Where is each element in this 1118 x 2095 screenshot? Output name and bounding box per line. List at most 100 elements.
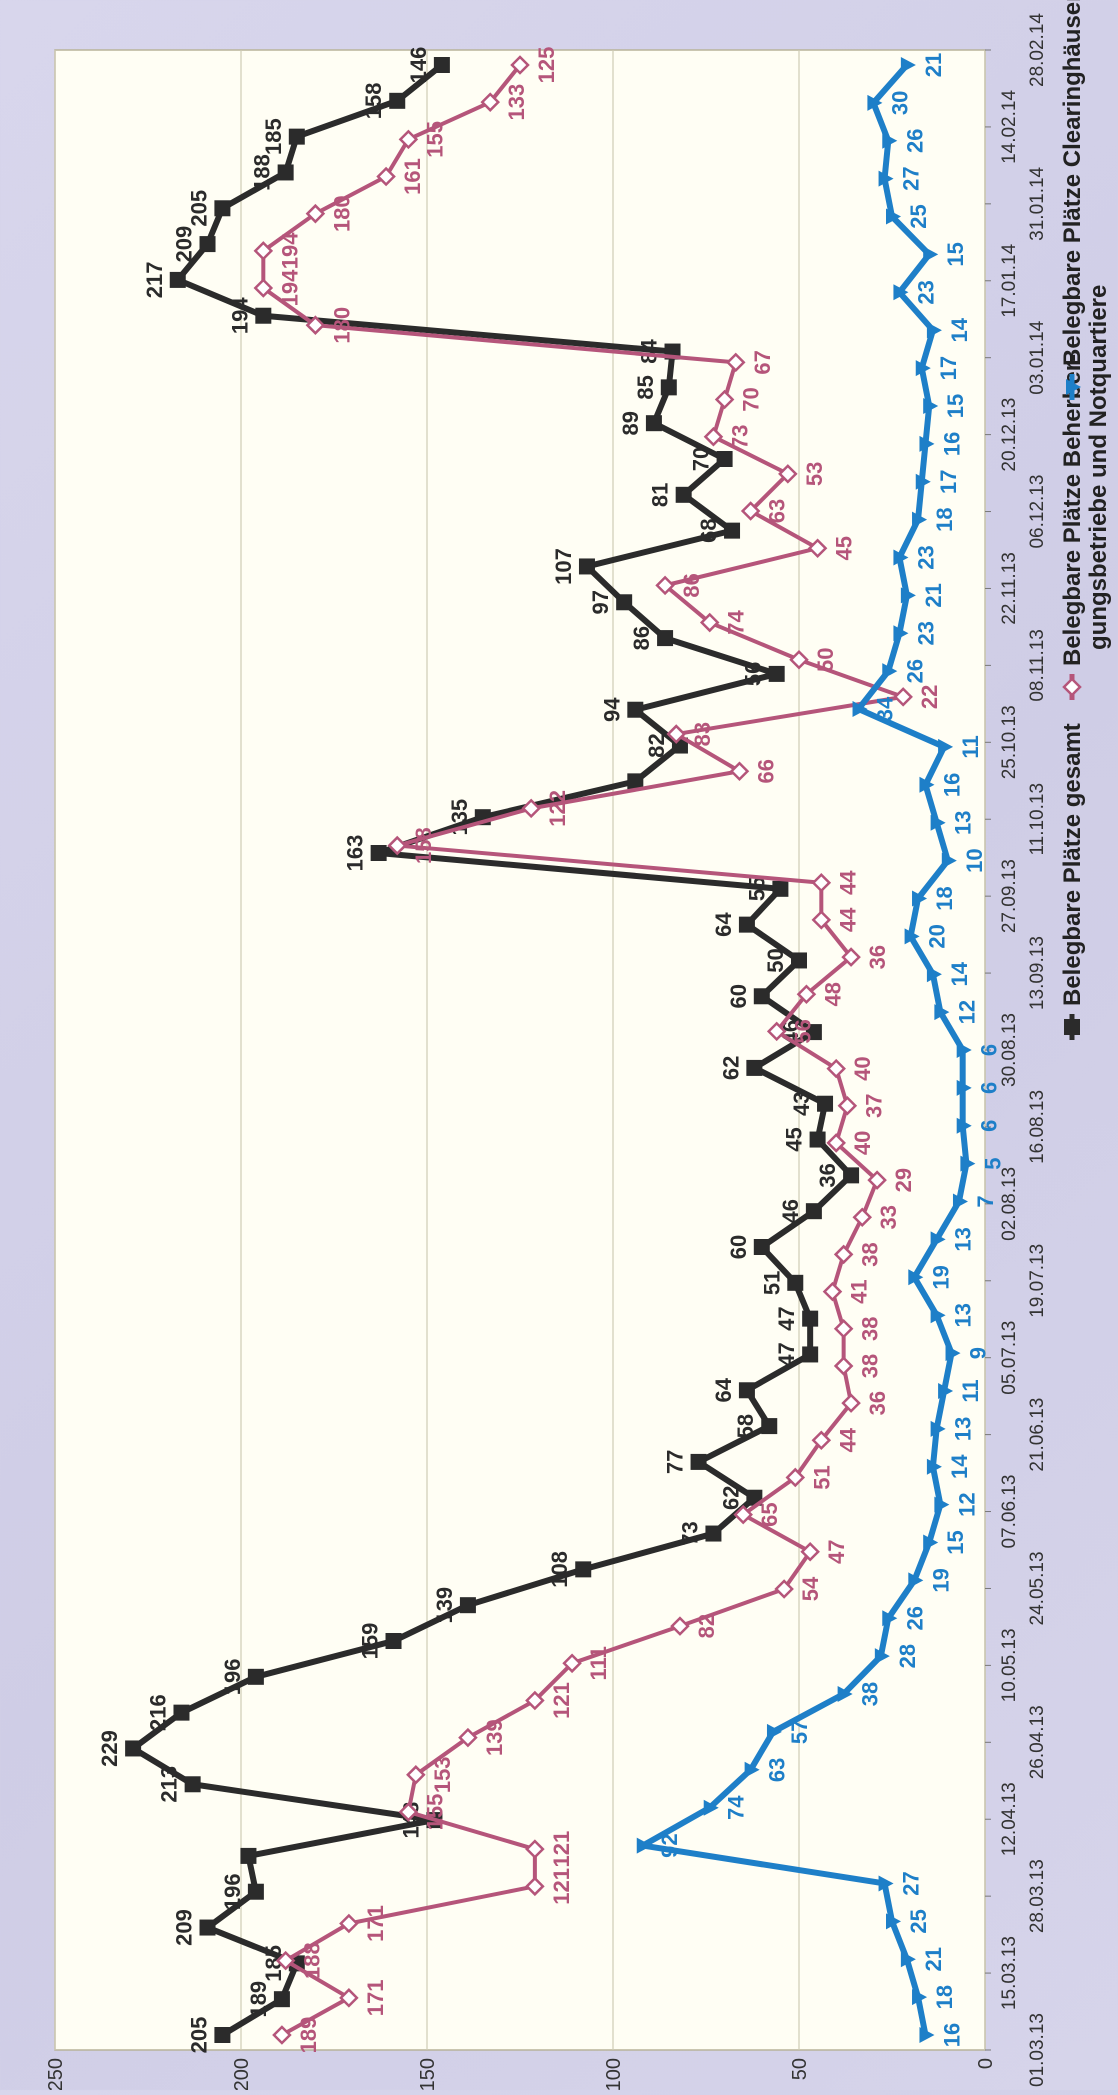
marker-diamond [800, 1542, 820, 1562]
marker-square [805, 1203, 822, 1220]
marker-triangle [744, 1761, 760, 1778]
data-label: 194 [277, 269, 302, 306]
data-label: 14 [947, 1454, 972, 1479]
marker-diamond [480, 92, 501, 112]
data-label: 196 [220, 1658, 245, 1695]
marker-square [768, 665, 785, 682]
marker-square [247, 1883, 264, 1900]
data-label: 86 [629, 626, 654, 650]
marker-triangle [960, 1155, 976, 1172]
data-label: 60 [726, 984, 751, 1008]
marker-triangle [919, 776, 935, 793]
x-tick-label: 21.06.13 [1027, 1398, 1048, 1472]
marker-diamond [807, 538, 828, 558]
marker-diamond [867, 1170, 887, 1190]
marker-diamond [525, 1690, 545, 1711]
data-label: 13 [951, 1417, 976, 1441]
data-label: 6 [977, 1120, 1002, 1132]
marker-diamond [837, 1095, 858, 1116]
data-label: 188 [300, 1942, 325, 1979]
data-label: 153 [430, 1756, 455, 1793]
marker-triangle [766, 1723, 782, 1740]
x-tick-label: 28.03.13 [1027, 1859, 1048, 1933]
data-label: 86 [679, 573, 704, 597]
data-label: 56 [791, 1019, 816, 1043]
marker-diamond [525, 1876, 545, 1897]
x-tick-label: 07.06.13 [999, 1475, 1020, 1549]
marker-diamond [733, 1504, 753, 1525]
marker-triangle [919, 435, 935, 452]
y-tick-label: 0 [975, 2058, 997, 2069]
data-label: 44 [835, 870, 860, 895]
data-label: 189 [246, 1981, 271, 2018]
data-label: 146 [406, 47, 431, 84]
data-label: 50 [763, 948, 788, 972]
data-label: 196 [220, 1873, 245, 1910]
data-label: 18 [932, 507, 957, 531]
marker-square [753, 988, 770, 1005]
data-label: 38 [858, 1242, 883, 1266]
data-label: 58 [733, 1414, 758, 1438]
y-tick-label: 100 [603, 2058, 625, 2090]
marker-square [657, 630, 674, 647]
data-label: 121 [549, 1868, 574, 1905]
marker-triangle [837, 1686, 853, 1703]
marker-square [199, 1919, 216, 1936]
marker-triangle [882, 663, 898, 680]
marker-diamond [253, 278, 274, 298]
y-tick-label: 50 [789, 2058, 811, 2080]
marker-diamond [833, 1319, 854, 1339]
marker-diamond [305, 203, 326, 224]
data-label: 205 [186, 190, 211, 227]
marker-diamond [387, 835, 408, 856]
data-label: 16 [939, 2023, 964, 2047]
data-label: 216 [145, 1694, 170, 1731]
marker-square [578, 558, 595, 575]
marker-square [459, 1597, 476, 1614]
series-clearing: 1618212527927463573828261915121413119131… [636, 53, 1005, 2047]
marker-triangle [900, 57, 916, 73]
data-label: 12 [954, 1492, 979, 1516]
data-label: 17 [936, 356, 961, 380]
data-label: 36 [865, 945, 890, 969]
data-label: 26 [902, 129, 927, 153]
data-label: 121 [549, 1831, 574, 1868]
marker-diamond [811, 1430, 832, 1451]
marker-triangle [930, 1420, 946, 1437]
x-tick-label: 02.08.13 [999, 1167, 1020, 1241]
marker-diamond [670, 1616, 690, 1636]
data-label: 81 [648, 483, 673, 507]
data-label: 205 [186, 2017, 211, 2054]
data-label: 107 [551, 548, 576, 585]
marker-square [690, 1453, 707, 1470]
data-label: 94 [599, 697, 624, 722]
data-label: 21 [921, 583, 946, 607]
x-tick-label: 19.07.13 [1027, 1244, 1048, 1318]
marker-triangle [938, 738, 954, 755]
data-label: 213 [157, 1766, 182, 1803]
marker-diamond [521, 798, 541, 819]
marker-triangle [915, 360, 931, 377]
data-label: 38 [858, 1682, 883, 1706]
data-label: 55 [744, 877, 769, 901]
y-tick-label: 250 [45, 2058, 67, 2090]
marker-triangle [900, 1951, 916, 1968]
x-tick-label: 05.07.13 [999, 1321, 1020, 1395]
data-label: 217 [142, 262, 167, 299]
marker-diamond [789, 649, 809, 670]
data-label: 19 [928, 1568, 953, 1592]
marker-square [173, 1704, 190, 1721]
marker-square [724, 522, 741, 539]
data-label: 60 [726, 1235, 751, 1259]
data-label: 17 [936, 469, 961, 493]
data-label: 51 [809, 1465, 834, 1489]
marker-square [199, 236, 216, 253]
data-label: 44 [835, 1427, 860, 1452]
marker-triangle [915, 473, 931, 490]
data-label: 33 [876, 1205, 901, 1229]
marker-square [575, 1561, 592, 1578]
data-label: 43 [789, 1091, 814, 1115]
data-label: 25 [906, 204, 931, 228]
marker-square [772, 880, 789, 897]
marker-square [385, 1633, 402, 1649]
